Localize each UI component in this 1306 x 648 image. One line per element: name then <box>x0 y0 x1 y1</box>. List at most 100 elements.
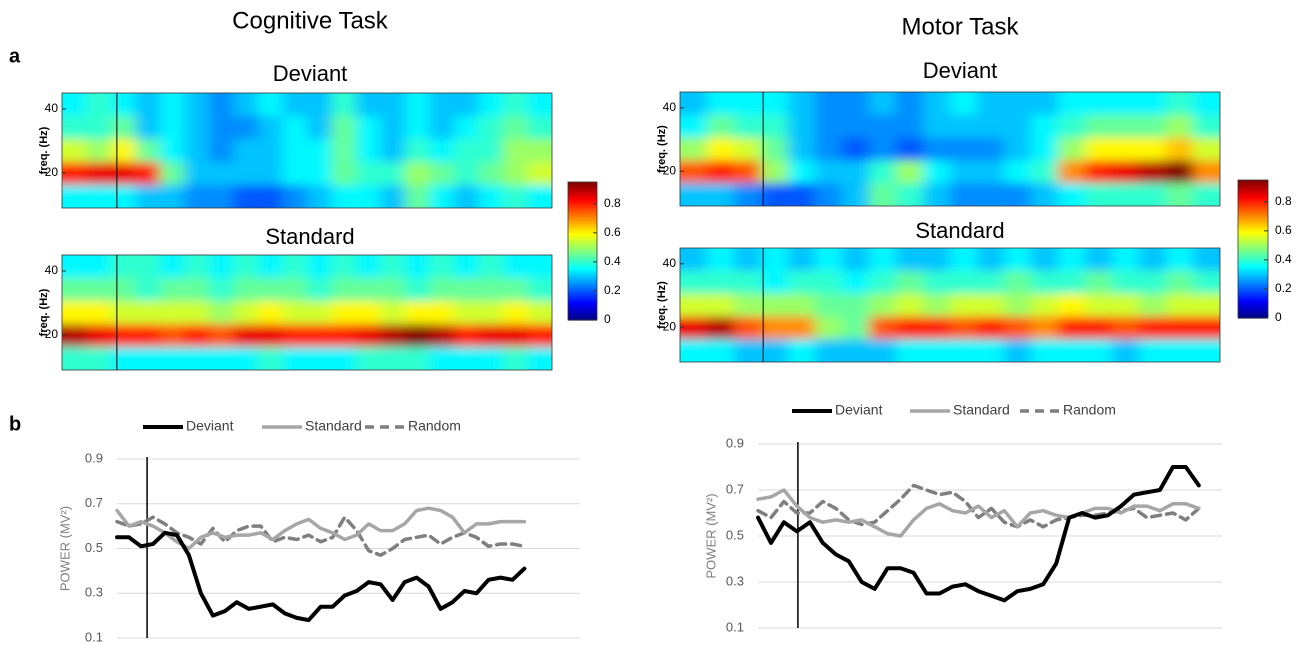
colorbar-frame <box>567 181 598 321</box>
heatmap-cell <box>527 116 552 140</box>
heatmap-cell <box>1058 248 1086 272</box>
colorbar-segment <box>1238 196 1268 199</box>
frame <box>679 91 1221 207</box>
colorbar-tick-label: 0.6 <box>604 225 621 239</box>
heatmap-cell <box>160 324 186 348</box>
heatmap-cell <box>1112 316 1140 341</box>
heatmap-cell <box>454 185 480 208</box>
heatmap-cell <box>233 93 259 117</box>
heatmap-cell <box>977 92 1005 116</box>
heatmap-cell <box>478 116 504 140</box>
heatmap-cell <box>62 162 88 186</box>
colorbar-segment <box>568 255 597 259</box>
heatmap-cell <box>380 255 406 279</box>
heatmap-cell <box>307 255 333 279</box>
colorbar-segment <box>568 297 597 300</box>
heatmap-cell <box>282 324 308 348</box>
heatmap-cell <box>184 139 210 163</box>
legend-label: Standard <box>305 418 362 434</box>
heatmap-cell <box>869 339 897 362</box>
y-axis-label: POWER (MV²) <box>703 493 718 578</box>
heatmap-cell <box>111 139 137 163</box>
heatmap-cell <box>1031 316 1059 341</box>
heatmap-cell <box>209 324 235 348</box>
colorbar-segment <box>568 246 597 250</box>
colorbar-segment <box>568 230 597 234</box>
y-axis-label: POWER (MV²) <box>57 506 72 591</box>
colorbar-segment <box>568 262 597 266</box>
heatmap-cell <box>896 316 924 341</box>
heatmap-cell <box>1058 316 1086 341</box>
heatmap-cell <box>1004 137 1032 162</box>
heatmap-cell <box>160 162 186 186</box>
heatmap-cell <box>1085 316 1113 341</box>
y-tick-label: 40 <box>663 256 677 270</box>
heatmap-cell <box>680 316 708 341</box>
colorbar-segment <box>568 257 597 261</box>
heatmap-cell <box>707 183 735 206</box>
heatmap-cell <box>478 162 504 186</box>
heatmap-cell <box>282 185 308 208</box>
colorbar-segment <box>1238 269 1268 273</box>
heatmap-cell <box>111 162 137 186</box>
heatmap-cell <box>1193 316 1220 341</box>
heatmap-cell <box>62 301 88 325</box>
heatmap-cell <box>680 92 708 116</box>
heatmap-cell <box>869 293 897 318</box>
heatmap-cell <box>680 137 708 162</box>
heatmap-cell <box>1193 293 1220 318</box>
heatmap-cell <box>842 248 870 272</box>
colorbar-segment <box>1238 186 1268 190</box>
colorbar-segment <box>1238 216 1268 220</box>
colorbar-segment <box>568 191 597 195</box>
y-tick-label: 20 <box>45 327 59 341</box>
colorbar-segment <box>568 299 597 303</box>
heatmap-cell <box>977 114 1005 139</box>
legend-label: Random <box>408 418 461 434</box>
heatmap-cell <box>111 185 137 208</box>
heatmap-cell <box>380 116 406 140</box>
heatmap-cell <box>1166 270 1194 295</box>
heatmap-cell <box>258 255 284 279</box>
heatmap-cell <box>1112 114 1140 139</box>
heatmap-cell <box>307 93 333 117</box>
colorbar-segment <box>1238 295 1268 298</box>
y-tick-label: 0.1 <box>85 629 103 644</box>
heatmap-cell <box>331 116 357 140</box>
heatmap-cell <box>1004 270 1032 295</box>
colorbar-segment <box>1238 288 1268 291</box>
colorbar-segment <box>568 223 597 227</box>
series-line <box>756 465 1201 603</box>
heatmap-cell <box>111 255 137 279</box>
heatmap-cell <box>160 301 186 325</box>
heatmap-cell <box>233 116 259 140</box>
colorbar-segment <box>1238 274 1268 278</box>
heatmap-cell <box>258 185 284 208</box>
colorbar-segment <box>1238 237 1268 241</box>
y-tick-label: 20 <box>663 319 677 333</box>
heatmap-cell <box>429 301 455 325</box>
heatmap-cell <box>478 324 504 348</box>
heatmap-cell <box>282 116 308 140</box>
heatmap-cell <box>869 183 897 206</box>
heatmap-cell <box>707 316 735 341</box>
heatmap-cell <box>923 183 951 206</box>
heatmap-title: Standard <box>915 218 1004 243</box>
heatmap-cell <box>788 248 816 272</box>
colorbar-segment <box>568 188 597 192</box>
heatmap-cell <box>734 248 762 272</box>
heatmap-cell <box>1031 92 1059 116</box>
colorbar-tick-label: 0.6 <box>1275 223 1292 237</box>
colorbar-segment <box>1238 193 1268 197</box>
heatmap-cell <box>478 301 504 325</box>
legend-label: Random <box>1063 402 1116 418</box>
heatmap-cell <box>258 162 284 186</box>
colorbar-segment <box>1238 308 1268 312</box>
heatmap-cell <box>1085 160 1113 185</box>
heatmap-cell <box>62 139 88 163</box>
heatmap-cell <box>950 339 978 362</box>
heatmap-cell <box>184 93 210 117</box>
y-tick-label: 0.3 <box>85 585 103 600</box>
heatmap-cell <box>815 270 843 295</box>
heatmap-cell <box>1058 339 1086 362</box>
